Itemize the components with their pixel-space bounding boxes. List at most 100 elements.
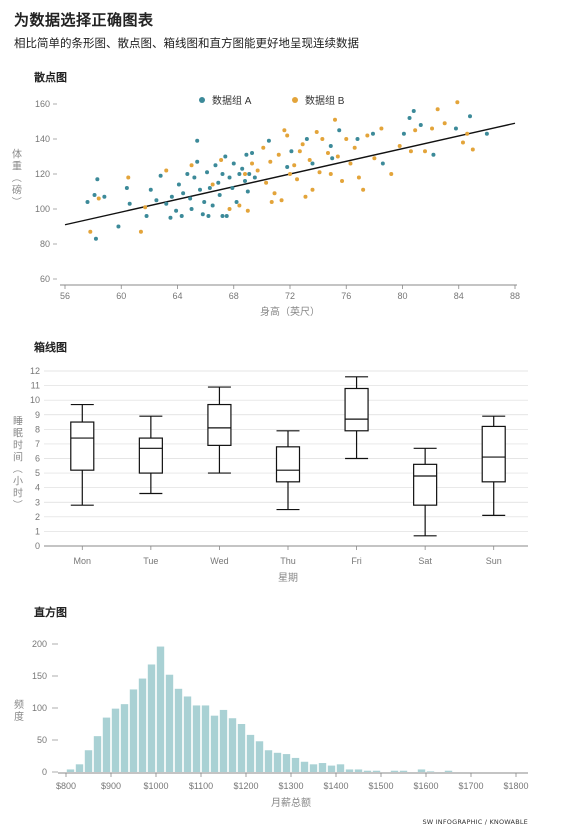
- data-point-group-b: [303, 194, 308, 199]
- data-point-group-b: [408, 149, 413, 154]
- data-point-group-b: [340, 179, 345, 183]
- data-point-group-b: [261, 145, 266, 150]
- x-tick-label: $1600: [413, 781, 438, 791]
- data-point-group-a: [220, 214, 225, 218]
- y-tick-label: 1: [35, 526, 40, 536]
- histogram-bar: [102, 717, 111, 772]
- data-point-group-a: [243, 179, 247, 183]
- y-tick-label: 7: [35, 439, 40, 449]
- data-point-group-a: [144, 214, 149, 218]
- data-point-group-a: [216, 180, 221, 185]
- y-tick-label: 120: [35, 169, 50, 179]
- x-tick-label: 64: [172, 291, 182, 301]
- svg-text:（: （: [11, 464, 23, 474]
- histogram-bar: [183, 696, 192, 772]
- histogram-bar: [444, 770, 453, 772]
- data-point-group-b: [317, 170, 322, 175]
- data-point-group-a: [124, 186, 129, 190]
- data-point-group-a: [92, 193, 97, 197]
- data-point-group-b: [268, 159, 273, 164]
- data-point-group-a: [289, 149, 294, 154]
- data-point-group-b: [276, 152, 281, 157]
- data-point-group-a: [217, 193, 222, 197]
- data-point-group-a: [380, 161, 385, 166]
- data-point-group-a: [95, 177, 100, 182]
- data-point-group-a: [310, 161, 315, 166]
- data-point-group-b: [442, 121, 447, 126]
- data-point-group-a: [93, 236, 98, 241]
- data-point-group-a: [250, 151, 255, 155]
- data-point-group-a: [224, 214, 229, 218]
- data-point-group-a: [127, 201, 132, 206]
- box-iqr: [413, 463, 438, 506]
- histogram-chart-title: 直方图: [34, 606, 67, 619]
- histogram-bar: [120, 704, 129, 772]
- histogram-bar: [165, 674, 174, 772]
- data-point-group-b: [320, 137, 325, 141]
- y-tick-label: 6: [35, 454, 40, 464]
- histogram-bar: [66, 769, 75, 772]
- data-point-group-a: [195, 138, 200, 143]
- histogram-bar: [291, 757, 300, 772]
- data-point-group-b: [264, 180, 269, 185]
- histogram-bar: [345, 769, 354, 772]
- data-point-group-b: [435, 107, 440, 112]
- y-tick-label: 140: [35, 134, 50, 144]
- histogram-bar: [156, 646, 165, 772]
- data-point-group-a: [407, 116, 412, 120]
- data-point-group-b: [465, 131, 470, 136]
- svg-text:间: 间: [13, 451, 23, 464]
- histogram-bar: [219, 709, 228, 772]
- data-point-group-b: [344, 137, 349, 141]
- y-tick-label: 0: [35, 541, 40, 551]
- data-point-group-b: [279, 198, 284, 203]
- svg-text:）: ）: [10, 197, 22, 207]
- data-point-group-b: [333, 117, 337, 122]
- data-point-group-b: [282, 128, 287, 133]
- data-point-group-a: [468, 114, 472, 119]
- histogram-bar: [354, 769, 363, 772]
- x-axis-title: 月薪总额: [271, 796, 311, 809]
- data-point-group-a: [192, 175, 197, 180]
- data-point-group-a: [206, 214, 211, 218]
- data-point-group-b: [272, 191, 277, 196]
- data-point-group-a: [179, 214, 184, 218]
- histogram-bar: [255, 741, 264, 772]
- y-tick-label: 4: [35, 483, 40, 493]
- x-tick-label: 84: [454, 291, 464, 301]
- data-point-group-a: [85, 200, 90, 204]
- y-tick-label: 50: [37, 735, 47, 745]
- data-point-group-b: [348, 161, 353, 166]
- data-point-group-a: [234, 200, 239, 204]
- data-point-group-b: [356, 175, 361, 180]
- legend-marker: [292, 97, 298, 103]
- data-point-group-b: [314, 130, 319, 134]
- data-point-group-a: [247, 172, 252, 176]
- y-tick-label: 5: [35, 468, 40, 478]
- svg-text:频: 频: [14, 698, 24, 711]
- x-axis-title: 星期: [278, 572, 298, 584]
- data-point-group-a: [181, 191, 186, 196]
- data-point-group-b: [470, 147, 475, 152]
- data-point-group-b: [389, 172, 394, 176]
- histogram-bar: [210, 715, 219, 772]
- data-point-group-b: [285, 133, 290, 138]
- histogram-bar: [309, 764, 318, 772]
- data-point-group-b: [219, 158, 224, 162]
- x-tick-label: $900: [101, 781, 121, 791]
- data-point-group-a: [337, 128, 342, 133]
- legend-label: 数据组 B: [305, 94, 345, 107]
- data-point-group-b: [210, 182, 215, 187]
- histogram-bar: [228, 718, 237, 772]
- data-point-group-b: [328, 172, 333, 176]
- box-iqr: [207, 403, 232, 446]
- y-tick-label: 80: [40, 239, 50, 249]
- histogram-bar: [75, 764, 84, 772]
- data-point-group-b: [423, 149, 427, 154]
- histogram-bar: [264, 750, 273, 772]
- data-point-group-a: [102, 194, 107, 199]
- data-point-group-a: [330, 156, 335, 161]
- data-point-group-b: [455, 100, 460, 105]
- x-tick-label: $800: [56, 781, 76, 791]
